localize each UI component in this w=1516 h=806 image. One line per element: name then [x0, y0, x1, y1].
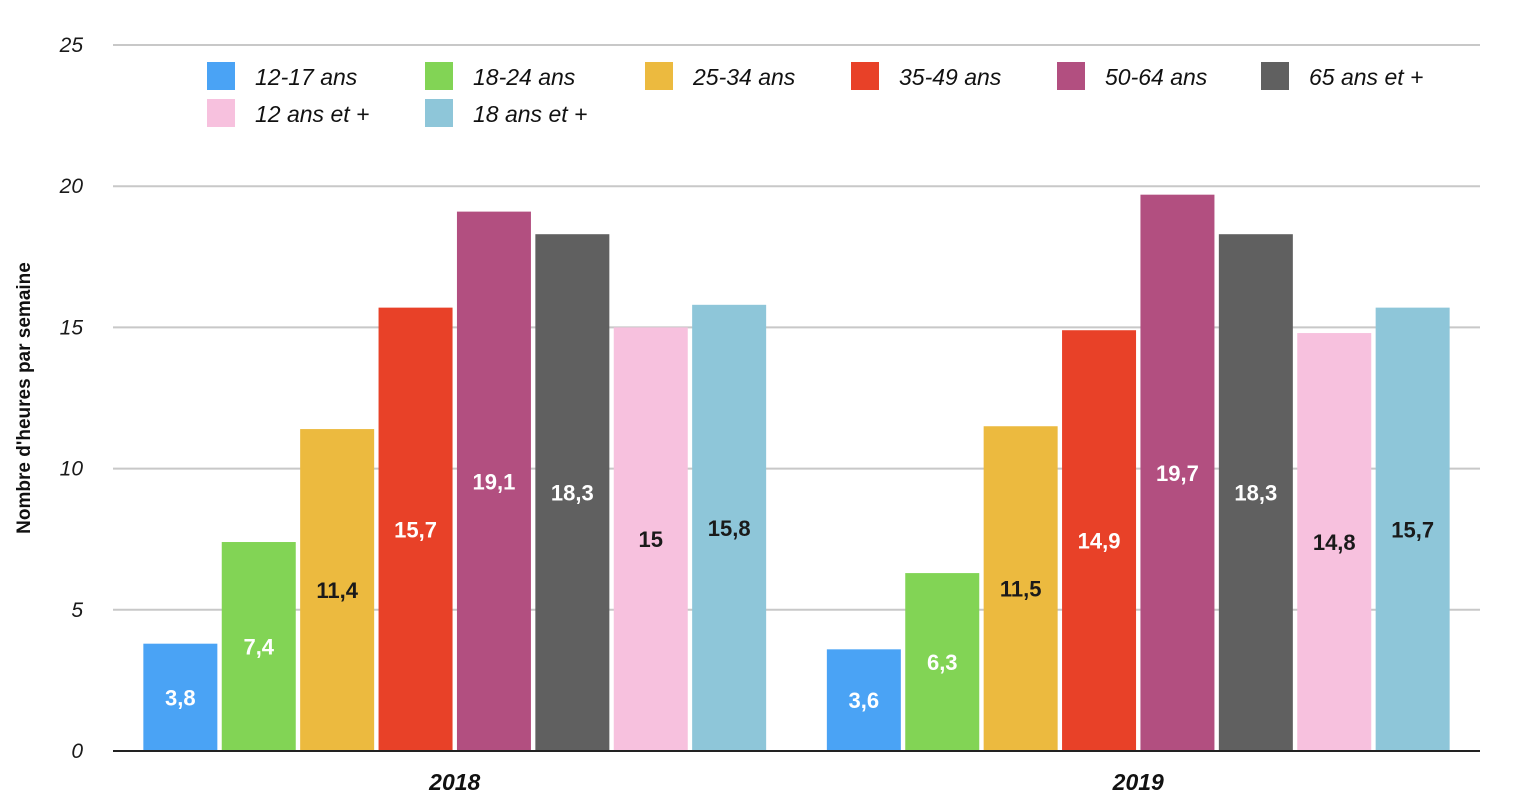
legend-label: 18-24 ans: [473, 64, 576, 90]
data-label: 19,1: [473, 469, 516, 494]
data-label: 14,9: [1078, 529, 1121, 554]
y-tick-label: 10: [60, 458, 84, 481]
y-axis-label: Nombre d'heures par semaine: [14, 262, 35, 534]
data-label: 14,8: [1313, 530, 1356, 555]
data-label: 11,5: [1000, 577, 1042, 602]
data-label: 15: [639, 527, 663, 552]
legend-swatch: [425, 62, 453, 90]
legend-label: 25-34 ans: [692, 64, 796, 90]
bar: [692, 304, 767, 751]
data-label: 19,7: [1156, 461, 1199, 486]
data-label: 3,6: [849, 688, 880, 713]
y-tick-label: 25: [59, 34, 84, 57]
bar: [221, 542, 296, 751]
bar: [143, 643, 218, 751]
legend-swatch: [851, 62, 879, 90]
data-label: 15,8: [708, 516, 751, 541]
legend-swatch: [645, 62, 673, 90]
legend-swatch: [207, 99, 235, 127]
legend: 12-17 ans 18-24 ans 25-34 ans 35-49 ans 50-6…: [207, 62, 1423, 127]
data-label: 11,4: [316, 578, 358, 603]
bar: [1375, 307, 1450, 751]
y-tick-label: 20: [59, 175, 84, 198]
bar: [1218, 234, 1293, 751]
bar: [1062, 330, 1137, 751]
bar: [983, 426, 1058, 751]
legend-swatch: [1261, 62, 1289, 90]
legend-label: 18 ans et +: [473, 101, 587, 127]
legend-label: 12 ans et +: [255, 101, 369, 127]
bar: [905, 573, 980, 751]
x-axis-categories: 2018 2019: [428, 769, 1164, 795]
data-label: 18,3: [551, 481, 594, 506]
y-tick-label: 5: [71, 599, 83, 622]
bar: [826, 649, 901, 751]
data-label: 18,3: [1234, 481, 1277, 506]
bar: [535, 234, 610, 751]
x-category-label: 2019: [1112, 769, 1164, 795]
y-axis-ticks: 0 5 10 15 20 25: [59, 34, 84, 763]
legend-label: 50-64 ans: [1105, 64, 1208, 90]
legend-label: 12-17 ans: [255, 64, 358, 90]
data-labels: 3,8 7,4 11,4 15,7 19,1 18,3 15 15,8 3,6 6,3 11,5 14…: [165, 461, 1434, 713]
data-label: 15,7: [1391, 517, 1434, 542]
legend-label: 35-49 ans: [899, 64, 1002, 90]
data-label: 7,4: [243, 635, 274, 660]
bar: [456, 211, 531, 752]
bar: [300, 429, 375, 751]
bars: [143, 194, 1450, 752]
bar: [613, 327, 688, 751]
data-label: 6,3: [927, 650, 958, 675]
data-label: 3,8: [165, 685, 196, 710]
x-category-label: 2018: [428, 769, 480, 795]
legend-swatch: [1057, 62, 1085, 90]
bar: [1140, 194, 1215, 751]
bar: [1297, 333, 1372, 751]
legend-swatch: [207, 62, 235, 90]
y-tick-label: 15: [60, 316, 84, 339]
legend-swatch: [425, 99, 453, 127]
legend-label: 65 ans et +: [1309, 64, 1423, 90]
data-label: 15,7: [394, 517, 437, 542]
y-tick-label: 0: [71, 740, 83, 763]
bar: [378, 307, 453, 751]
